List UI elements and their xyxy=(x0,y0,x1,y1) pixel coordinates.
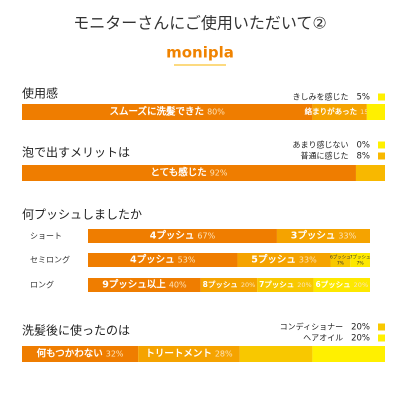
legend-value: 5% xyxy=(357,93,371,103)
segment-name: 4プッシュ xyxy=(150,230,195,242)
segment-value: 20% xyxy=(241,281,255,289)
legend-name: 普通に感じた xyxy=(301,151,349,161)
segment-name: 7プッシュ xyxy=(259,279,294,289)
section-title: 使用感 xyxy=(22,86,58,101)
segment-value: 33% xyxy=(299,256,317,265)
legend-swatch xyxy=(378,152,385,160)
row-label: ロング xyxy=(30,280,54,290)
segment-value: 92% xyxy=(210,169,228,178)
segment-value: 40% xyxy=(169,281,187,290)
legend-name: あまり感じない xyxy=(293,140,349,150)
legend-name: ヘアオイル xyxy=(303,334,343,343)
segment-value: 53% xyxy=(178,256,196,265)
legend-value: 20% xyxy=(351,323,370,333)
segment-name: 5プッシュ xyxy=(251,254,296,266)
legend-name: コンディショナー xyxy=(280,322,343,332)
segment-value: 28% xyxy=(215,350,233,359)
section-title: 何プッシュしましたか xyxy=(22,208,142,222)
section-title: 泡で出すメリットは xyxy=(22,146,130,160)
legend-value: 8% xyxy=(357,152,371,162)
segment-value: 7% xyxy=(357,261,365,267)
section-title: 洗髪後に使ったのは xyxy=(22,323,130,338)
bar-segment xyxy=(22,165,356,181)
segment-name: スムーズに洗髪できた xyxy=(110,106,205,118)
bar-segment xyxy=(276,229,370,243)
bar-segment xyxy=(330,253,351,267)
bar-segment xyxy=(312,346,385,362)
bar-segment xyxy=(200,278,258,292)
segment-value: 33% xyxy=(338,232,356,241)
bar-segment xyxy=(355,165,385,181)
bar-segment xyxy=(88,253,238,267)
bar-segment xyxy=(312,104,367,120)
segment-name: 何もつかわない xyxy=(37,348,103,360)
legend-swatch xyxy=(378,93,385,101)
segment-name: 4プッシュ xyxy=(130,254,175,266)
row-label: セミロング xyxy=(30,255,70,265)
bar-segment xyxy=(88,229,277,243)
segment-name: 6プッシュ xyxy=(330,255,351,261)
segment-value: 20% xyxy=(297,281,311,289)
segment-name: 7プッシュ xyxy=(350,255,371,261)
bar-segment xyxy=(237,253,331,267)
bar-segment xyxy=(313,278,370,292)
bar-segment xyxy=(22,346,139,362)
segment-value: 20% xyxy=(354,281,368,289)
bar-segment xyxy=(257,278,314,292)
segment-value: 67% xyxy=(197,232,215,241)
bar-segment xyxy=(239,346,313,362)
legend-name: きしみを感じた xyxy=(293,92,349,102)
segment-name: 絡まりがあった xyxy=(305,106,358,116)
segment-name: 9プッシュ以上 xyxy=(102,279,166,291)
legend-swatch xyxy=(378,141,385,149)
segment-name: トリートメント xyxy=(145,349,212,360)
title: モニターさんにご使用いただいて② xyxy=(73,14,327,33)
segment-name: 8プッシュ xyxy=(203,279,238,289)
bar-segment xyxy=(350,253,370,267)
segment-value: 32% xyxy=(106,350,124,359)
segment-name: とても感じた xyxy=(150,167,206,179)
segment-name: 3プッシュ xyxy=(291,230,336,242)
segment-name: 6プッシュ xyxy=(315,279,350,289)
legend-value: 20% xyxy=(351,334,370,344)
legend-value: 0% xyxy=(357,141,371,151)
legend-swatch xyxy=(378,323,385,331)
bar-segment xyxy=(138,346,240,362)
row-label: ショート xyxy=(30,232,62,241)
legend-swatch xyxy=(378,334,385,342)
bar-segment xyxy=(22,104,313,120)
bar-segment xyxy=(366,104,385,120)
brand: monipla xyxy=(166,44,234,62)
segment-value: 7% xyxy=(337,261,345,267)
bar-segment xyxy=(88,278,201,292)
segment-value: 80% xyxy=(207,108,225,117)
